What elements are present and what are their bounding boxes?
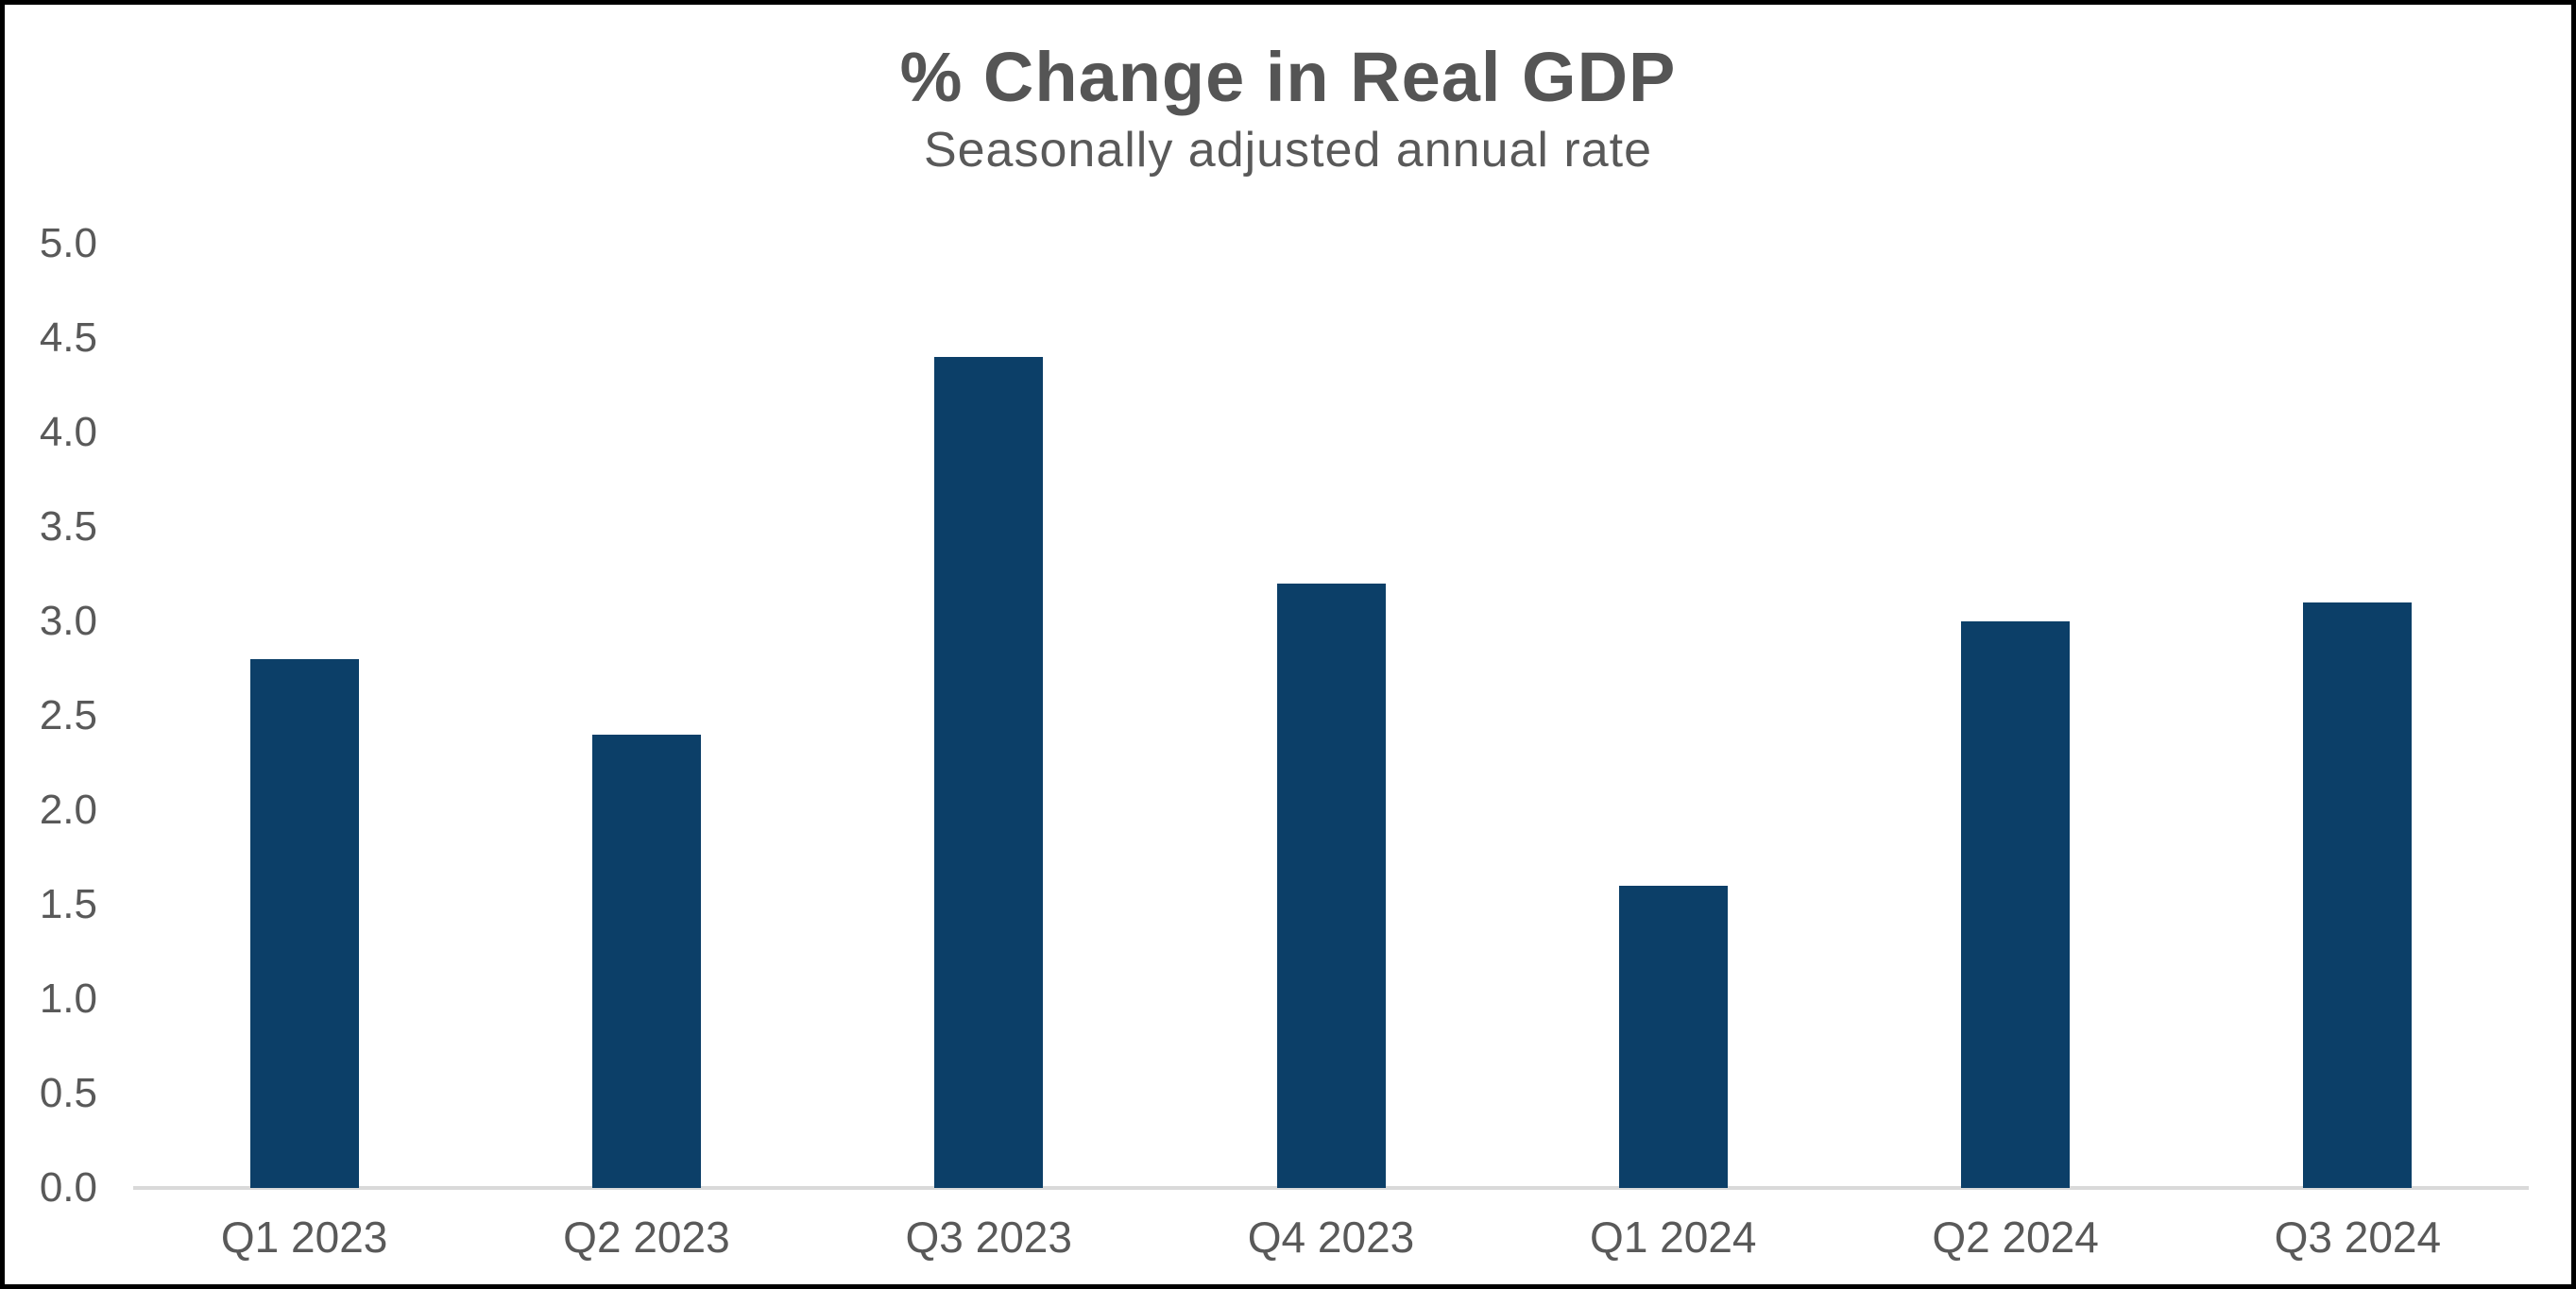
y-axis-tick-label: 5.0 [39,220,97,266]
bar-q3-2024 [2303,602,2413,1188]
bar-q1-2024 [1618,886,1728,1188]
x-axis-label: Q1 2024 [1590,1213,1757,1262]
y-axis-tick-label: 3.0 [39,598,97,644]
y-axis-tick-label: 1.0 [39,975,97,1022]
y-axis-tick-label: 2.0 [39,787,97,833]
x-axis-label: Q3 2024 [2274,1213,2442,1262]
bar-q3-2023 [934,357,1044,1188]
bar-q2-2023 [591,735,701,1188]
y-axis-tick-label: 0.0 [39,1164,97,1211]
chart-header: % Change in Real GDP Seasonally adjusted… [5,37,2571,179]
bar-q2-2024 [1961,621,2071,1188]
x-axis-label: Q1 2023 [220,1213,388,1262]
bar-q1-2023 [249,659,359,1188]
bar-q4-2023 [1276,584,1386,1188]
x-axis-line [133,1186,2529,1190]
y-axis-tick-label: 3.5 [39,503,97,550]
y-axis-tick-label: 4.5 [39,314,97,361]
x-axis-label: Q4 2023 [1247,1213,1415,1262]
x-axis-label: Q3 2023 [905,1213,1072,1262]
y-axis-tick-label: 1.5 [39,881,97,927]
x-axis-label: Q2 2023 [563,1213,730,1262]
chart-canvas: % Change in Real GDP Seasonally adjusted… [5,5,2571,1284]
chart-subtitle: Seasonally adjusted annual rate [923,123,1653,178]
chart-title: % Change in Real GDP [899,38,1677,116]
x-axis-label: Q2 2024 [1932,1213,2099,1262]
y-axis-tick-label: 0.5 [39,1070,97,1116]
y-axis-tick-label: 2.5 [39,692,97,738]
y-axis-tick-label: 4.0 [39,409,97,455]
